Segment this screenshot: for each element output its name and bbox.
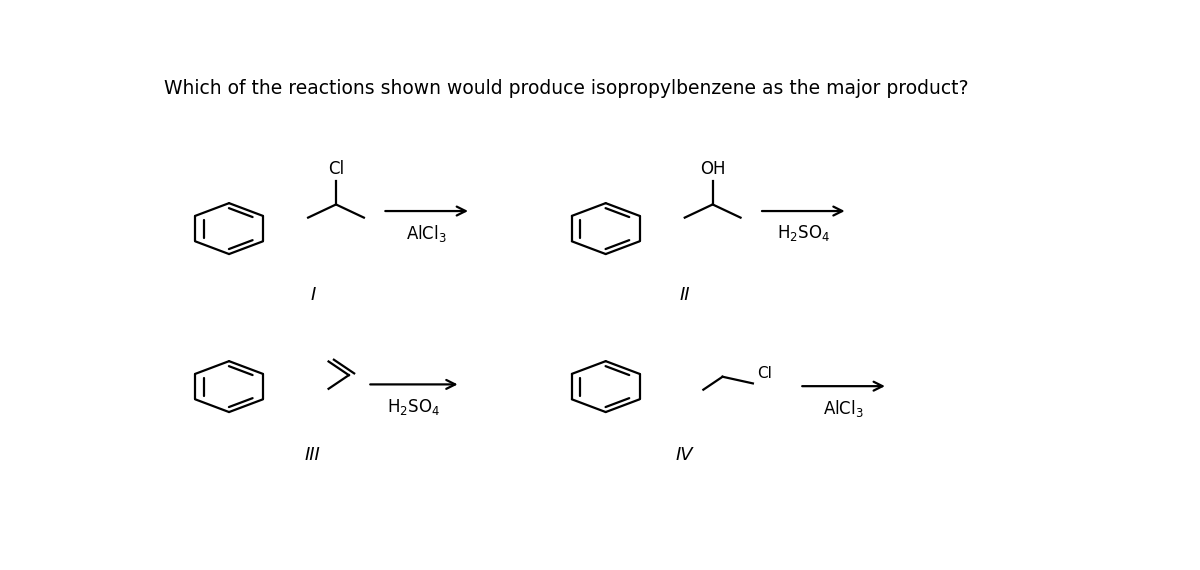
- Text: Which of the reactions shown would produce isopropylbenzene as the major product: Which of the reactions shown would produ…: [164, 79, 968, 99]
- Text: III: III: [305, 446, 320, 464]
- Text: Cl: Cl: [328, 160, 344, 178]
- Text: I: I: [310, 286, 316, 304]
- Text: AlCl$_3$: AlCl$_3$: [407, 223, 448, 245]
- Text: II: II: [679, 286, 690, 304]
- Text: H$_2$SO$_4$: H$_2$SO$_4$: [776, 223, 830, 243]
- Text: Cl: Cl: [757, 366, 773, 381]
- Text: H$_2$SO$_4$: H$_2$SO$_4$: [388, 397, 440, 417]
- Text: AlCl$_3$: AlCl$_3$: [823, 398, 864, 420]
- Text: IV: IV: [676, 446, 694, 464]
- Text: OH: OH: [700, 160, 725, 178]
